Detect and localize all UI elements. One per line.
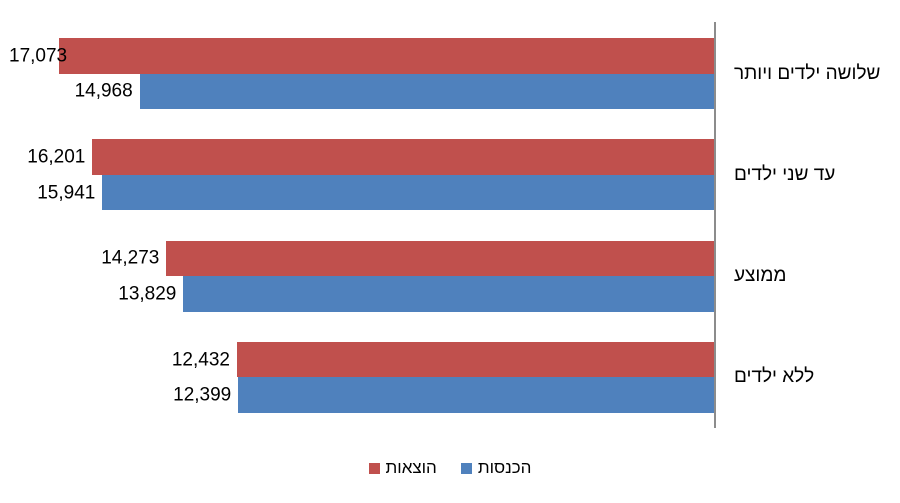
value-label-expenses: 16,201 <box>27 146 86 168</box>
legend: הוצאות הכנסות <box>0 455 900 481</box>
category-label: ממוצע <box>734 265 787 287</box>
bar-income <box>183 276 714 312</box>
value-label-expenses: 17,073 <box>9 45 68 67</box>
value-label-income: 15,941 <box>37 182 96 203</box>
category-axis-line <box>714 22 716 428</box>
value-label-income: 13,829 <box>118 283 177 305</box>
legend-swatch-income-icon <box>460 462 472 474</box>
category-label: ללא ילדים <box>734 366 815 388</box>
legend-item-income: הכנסות <box>460 458 532 478</box>
plot-area: 17,073 16,201 14,273 12,432 14,968 15,941 13,8… <box>0 23 714 428</box>
value-label-expenses: 14,273 <box>101 247 160 269</box>
value-label-expenses: 12,432 <box>171 349 230 370</box>
bar-expenses <box>236 341 714 378</box>
value-label-income: 14,968 <box>74 80 133 102</box>
legend-swatch-expenses-icon <box>368 462 380 474</box>
bar-expenses <box>92 139 714 175</box>
bar-income <box>238 377 714 413</box>
category-label: עד שני ילדים <box>734 163 836 185</box>
bar-expenses <box>58 38 714 74</box>
legend-label-expenses: הוצאות <box>385 458 437 477</box>
legend-item-expenses: הוצאות <box>368 458 437 478</box>
bar-income <box>139 73 714 109</box>
category-label: שלושה ילדים ויותר <box>734 62 881 84</box>
bar-income <box>102 174 714 211</box>
legend-label-income: הכנסות <box>477 458 532 477</box>
value-label-income: 12,399 <box>173 384 232 406</box>
bar-expenses <box>166 240 714 276</box>
